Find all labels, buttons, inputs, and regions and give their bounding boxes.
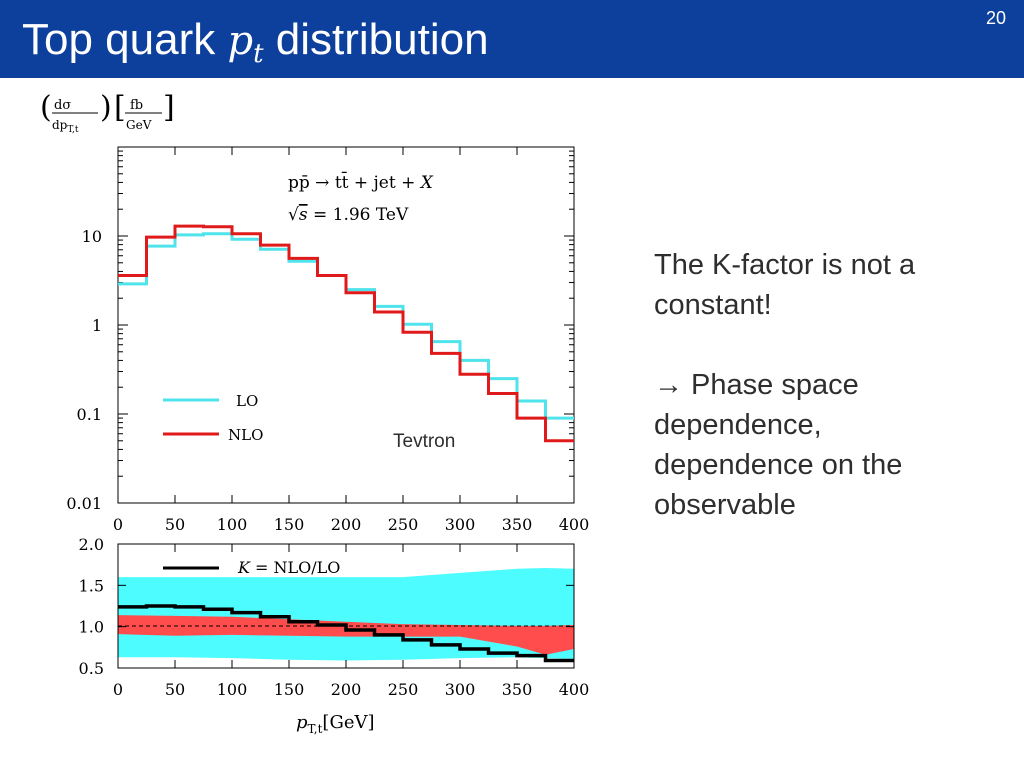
top-ytick-label-2: 1	[92, 316, 102, 335]
series-lo-line	[118, 232, 574, 420]
band-0	[118, 567, 574, 661]
top-xtick-label-0: 0	[113, 515, 123, 534]
title-prefix: Top quark	[22, 15, 228, 64]
legend-k-label: K = NLO/LO	[237, 558, 340, 577]
bottom-xtick-label-4: 200	[331, 680, 362, 699]
top-ylabel: ( dσ dpT,t ) [ fb GeV ]	[40, 90, 175, 135]
bottom-series	[118, 604, 574, 663]
slide-title: Top quark pt distribution	[22, 12, 489, 82]
top-xtick-label-1: 50	[165, 515, 185, 534]
bottom-ytick-label-3: 2.0	[79, 535, 104, 554]
top-ytick-label-1: 0.1	[77, 405, 102, 424]
bottom-xtick-label-8: 400	[559, 680, 590, 699]
page-number: 20	[985, 8, 1006, 28]
ylabel-paren-open: (	[40, 90, 52, 125]
top-series	[118, 224, 574, 443]
series-k-line	[118, 604, 574, 663]
top-xtick-label-6: 300	[445, 515, 476, 534]
bottom-ytick-label-1: 1.0	[79, 618, 104, 637]
bottom-xtick-label-2: 100	[217, 680, 248, 699]
ylabel-num: dσ	[54, 98, 71, 113]
tevtron-label: Tevtron	[393, 431, 455, 452]
top-xtick-label-7: 350	[502, 515, 533, 534]
bottom-xtick-label-0: 0	[113, 680, 123, 699]
bottom-xtick-label-6: 300	[445, 680, 476, 699]
top-ytick-label-3: 10	[82, 227, 102, 246]
point-k-factor: The K-factor is not a constant!	[654, 249, 916, 321]
bottom-xtick-label-7: 350	[502, 680, 533, 699]
bottom-ytick-label-0: 0.5	[79, 659, 104, 678]
top-ticks: 0 50 100 150 200 250 300 350 400 0.01 0.1 1 10	[66, 147, 589, 534]
point-phase-space: → Phase space dependence, dependence on …	[654, 369, 903, 521]
legend-nlo-label: NLO	[228, 426, 263, 444]
top-xtick-label-3: 150	[274, 515, 305, 534]
bottom-ticks: 0 50 100 150 200 250 300 350 400 0.5 1.0 1.5 2.0	[79, 535, 590, 699]
top-plot-frame	[117, 146, 575, 504]
legend-lo-label: LO	[236, 392, 258, 410]
ylabel-bracket-open: [	[114, 90, 126, 125]
energy-label: √s = 1.96 TeV	[288, 205, 409, 225]
process-label: pp̄ → tt̄ + jet + X	[288, 170, 434, 193]
plot-svg: ( dσ dpT,t ) [ fb GeV ] 0 50 100 150 200 250 3…	[40, 90, 590, 736]
ylabel-unit-den: GeV	[126, 118, 152, 132]
ylabel-den: dpT,t	[52, 118, 79, 135]
title-bar	[0, 0, 1024, 78]
title-variable: pt	[227, 18, 264, 69]
title-suffix: distribution	[263, 15, 489, 64]
top-ytick-label-0: 0.01	[66, 494, 102, 513]
top-xtick-label-4: 200	[331, 515, 362, 534]
ylabel-unit-num: fb	[130, 98, 143, 113]
bottom-xlabel: pT,t[GeV]	[296, 712, 375, 736]
bottom-ytick-label-2: 1.5	[79, 576, 104, 595]
bottom-xtick-label-1: 50	[165, 680, 185, 699]
bottom-xtick-label-3: 150	[274, 680, 305, 699]
band-1	[118, 615, 574, 655]
series-nlo-line	[118, 224, 574, 443]
bottom-bands	[118, 567, 574, 661]
ylabel-paren-close: )	[100, 90, 112, 125]
bottom-xtick-label-5: 250	[388, 680, 419, 699]
top-xtick-label-8: 400	[559, 515, 590, 534]
top-xtick-label-2: 100	[217, 515, 248, 534]
ylabel-bracket-close: ]	[163, 90, 175, 125]
side-text: The K-factor is not a constant! → Phase …	[654, 245, 984, 565]
top-xtick-label-5: 250	[388, 515, 419, 534]
